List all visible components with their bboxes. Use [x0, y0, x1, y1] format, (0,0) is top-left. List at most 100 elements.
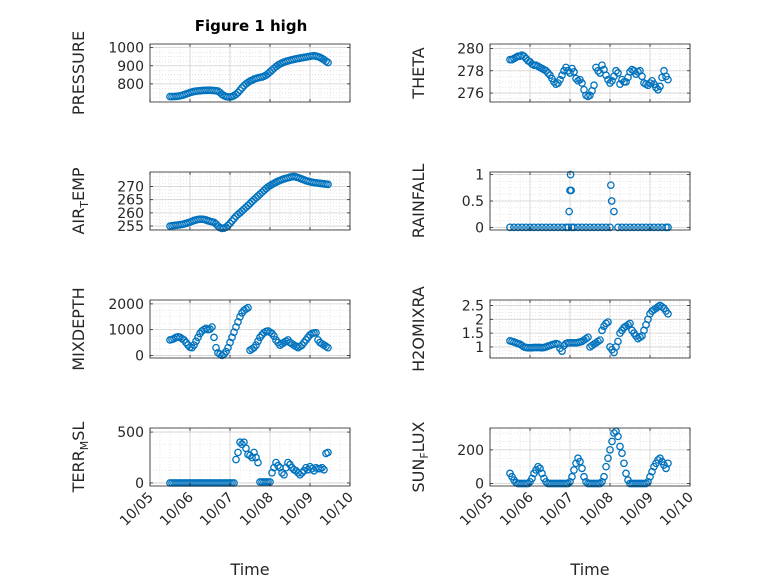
data-point — [574, 223, 582, 232]
data-point — [542, 223, 550, 232]
data-point — [524, 479, 532, 488]
y-tick-label: 900 — [117, 59, 144, 75]
data-point — [222, 347, 230, 356]
data-point — [564, 223, 573, 232]
data-point — [280, 470, 288, 479]
data-point — [582, 223, 590, 232]
data-point — [596, 479, 604, 488]
data-point — [642, 223, 650, 232]
axes-frame — [149, 427, 351, 487]
data-point — [622, 78, 630, 86]
subplot-h2omixra: 11.522.5 H2OMIXRA — [409, 286, 691, 372]
data-point — [607, 197, 616, 205]
y-tick-label: 0 — [475, 476, 484, 492]
axes-frame — [489, 427, 691, 487]
data-point — [236, 312, 244, 321]
data-point — [646, 223, 654, 232]
data-point — [572, 74, 580, 83]
data-point — [576, 457, 584, 466]
data-point — [638, 72, 646, 81]
data-point — [246, 199, 254, 208]
data-point — [610, 207, 618, 216]
y-tick-label: 1 — [475, 168, 484, 184]
data-point — [606, 181, 615, 190]
data-point — [324, 343, 332, 352]
axes-frame — [489, 43, 691, 103]
data-point — [522, 223, 530, 232]
data-point — [192, 337, 200, 346]
y-tick-label: 0 — [135, 476, 144, 492]
data-point — [618, 223, 626, 232]
data-point — [578, 464, 586, 473]
data-point — [626, 223, 634, 232]
data-point — [606, 446, 614, 454]
subplot-pressure: 800 900 1000 PRESSURE — [69, 31, 351, 115]
data-point — [530, 223, 538, 232]
x-tick-label: 10/07 — [197, 490, 237, 530]
series-markers — [166, 303, 332, 360]
data-point — [234, 448, 242, 457]
series-markers — [506, 51, 672, 101]
x-axis-label: Time — [229, 560, 269, 579]
y-axis-label: MIXDEPTH — [69, 287, 88, 370]
y-tick-label: 2 — [475, 312, 484, 328]
data-point — [252, 341, 260, 349]
y-tick-label: 255 — [117, 219, 144, 235]
y-axis-label: SUNFLUX — [409, 421, 431, 492]
data-point — [565, 207, 574, 216]
data-point — [606, 223, 614, 232]
y-tick-label: 1.5 — [462, 326, 484, 342]
data-point — [602, 462, 610, 471]
data-point — [664, 459, 672, 468]
subplot-mixdepth: 0 1000 2000 MIXDEPTH — [69, 287, 351, 371]
data-point — [526, 223, 534, 232]
data-point — [518, 223, 526, 232]
data-point — [650, 223, 658, 232]
data-point — [556, 75, 564, 84]
x-tick-label: 10/05 — [457, 490, 497, 530]
x-tick-label: 10/09 — [277, 490, 317, 530]
data-point — [534, 223, 542, 232]
y-axis-label: TERRMSL — [69, 422, 91, 494]
data-point — [274, 461, 282, 470]
data-point — [614, 337, 622, 346]
data-point — [614, 223, 622, 232]
data-point — [324, 448, 332, 457]
data-point — [620, 459, 628, 468]
data-point — [232, 455, 240, 464]
data-point — [586, 91, 594, 100]
series-markers — [166, 51, 332, 101]
plot-area — [150, 300, 350, 358]
data-point — [238, 84, 246, 92]
y-tick-label: 270 — [117, 180, 144, 196]
data-point — [590, 81, 598, 90]
data-point — [232, 90, 240, 99]
y-tick-label: 0 — [475, 220, 484, 236]
data-point — [554, 223, 562, 232]
axes-frame — [489, 299, 691, 359]
data-point — [550, 223, 558, 232]
y-axis-label: AIRTEMP — [69, 167, 91, 234]
y-tick-label: 280 — [457, 41, 484, 57]
data-point — [626, 319, 634, 328]
data-point — [634, 223, 642, 232]
data-point — [584, 333, 592, 342]
data-point — [546, 223, 554, 232]
y-tick-label: 500 — [117, 425, 144, 441]
y-tick-label: 1 — [475, 340, 484, 356]
data-point — [618, 449, 626, 458]
data-point — [254, 337, 262, 346]
series-markers — [166, 172, 332, 233]
data-point — [606, 79, 614, 87]
data-point — [614, 432, 622, 441]
data-point — [604, 454, 612, 463]
data-point — [234, 88, 242, 97]
data-point — [612, 66, 620, 75]
data-point — [622, 469, 630, 478]
x-tick-label: 10/06 — [497, 489, 537, 529]
data-point — [206, 325, 214, 333]
data-point — [616, 442, 624, 451]
data-point — [570, 466, 578, 474]
data-point — [642, 479, 650, 488]
data-point — [614, 69, 622, 77]
